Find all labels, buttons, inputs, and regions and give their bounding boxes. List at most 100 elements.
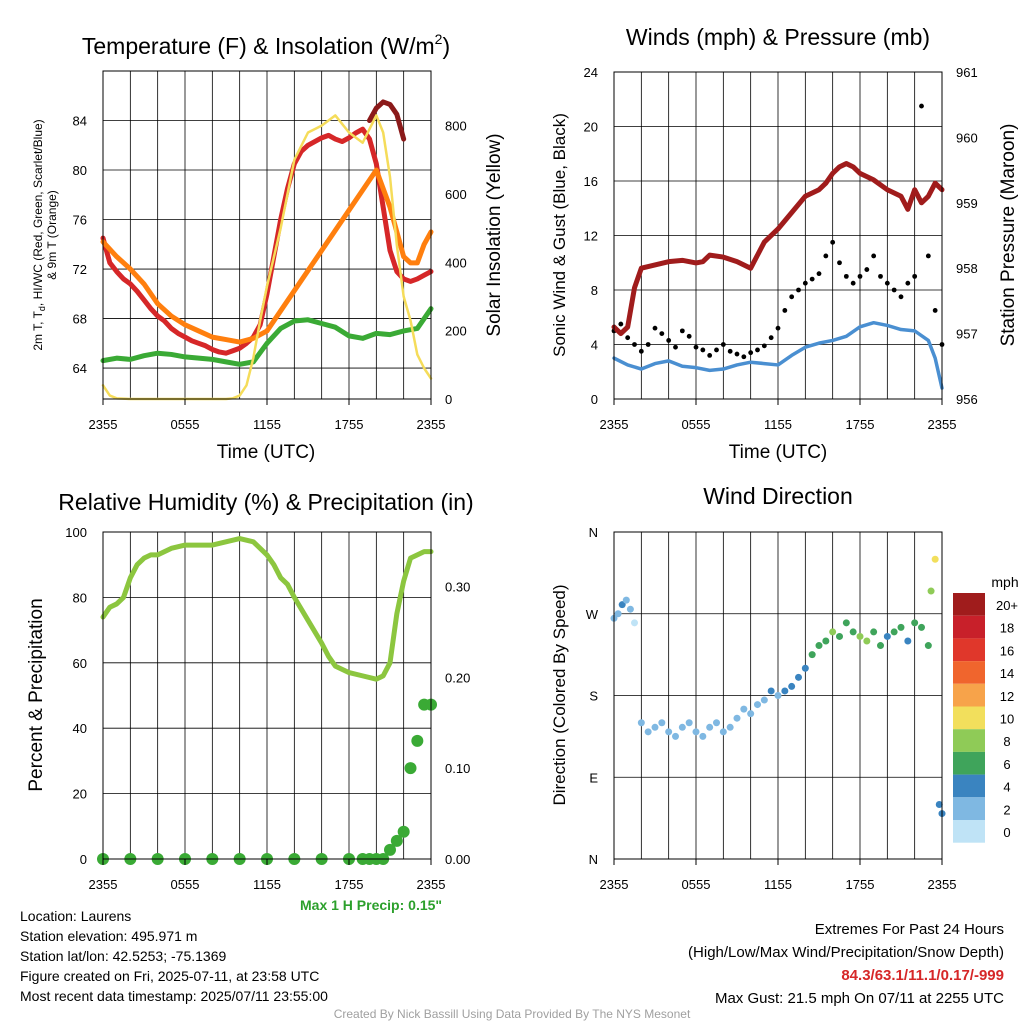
legend-swatch — [953, 774, 985, 798]
winds-left-label: Sonic Wind & Gust (Blue, Black) — [550, 113, 569, 357]
direction-point — [692, 728, 700, 736]
temperature-left-label-2: & 9m T (Orange) — [45, 190, 59, 280]
legend-swatch — [953, 593, 985, 616]
legend-swatch — [953, 683, 985, 707]
speed-legend: 20+ 18 16 14 12 10 8 6 4 2 0 — [953, 593, 1018, 843]
figure-created: Figure created on Fri, 2025-07-11, at 23… — [20, 968, 320, 984]
temperature-panel: Temperature (F) & Insolation (W/m2) 2355… — [31, 31, 505, 463]
direction-point — [931, 555, 939, 563]
x-tick-label: 0555 — [171, 877, 200, 892]
direction-point — [781, 687, 789, 695]
y-tick-label: 16 — [584, 174, 598, 189]
station-latlon: Station lat/lon: 42.5253; -75.1369 — [20, 948, 227, 964]
direction-point — [877, 642, 884, 650]
direction-point — [935, 801, 943, 808]
y-tick-label: 12 — [584, 229, 598, 244]
direction-point — [631, 619, 638, 627]
y-tick-label: 64 — [73, 361, 87, 376]
x-tick-label: 2355 — [89, 877, 118, 892]
direction-point — [754, 701, 761, 709]
direction-point — [685, 719, 693, 727]
y-tick-label: 68 — [73, 312, 87, 327]
direction-point — [658, 719, 666, 727]
data-point — [390, 834, 403, 847]
x-tick-label: 0555 — [682, 417, 711, 432]
winds-panel: Winds (mph) & Pressure (mb) 2355 0555 1155… — [550, 24, 1019, 463]
x-tick-label: 2355 — [600, 417, 629, 432]
data-point — [707, 353, 713, 358]
insolation-right-label: Solar Insolation (Yellow) — [484, 133, 505, 336]
data-point — [638, 348, 644, 354]
extremes-heading: Extremes For Past 24 Hours — [814, 921, 1004, 938]
credit-line: Created By Nick Bassill Using Data Provi… — [333, 1007, 691, 1021]
series-line — [100, 126, 434, 356]
data-point — [625, 335, 631, 341]
legend-swatch — [953, 661, 985, 684]
extremes-block: Extremes For Past 24 Hours (High/Low/Max… — [688, 918, 1004, 1010]
y-tick-label: N — [589, 525, 598, 540]
data-point — [618, 321, 624, 327]
station-location: Location: Laurens — [20, 908, 132, 924]
data-point — [802, 280, 808, 286]
pressure-right-label: Station Pressure (Maroon) — [998, 124, 1019, 347]
legend-label: 18 — [1000, 621, 1014, 636]
legend-swatch — [953, 638, 985, 662]
y-tick-label: N — [589, 852, 598, 867]
legend-label: 16 — [1000, 643, 1014, 658]
data-point — [673, 344, 678, 350]
data-point — [727, 348, 733, 354]
y2-tick-label: 0.20 — [445, 670, 470, 685]
x-tick-label: 1755 — [335, 417, 364, 432]
legend-swatch — [953, 729, 985, 752]
data-point — [789, 294, 795, 300]
direction-point — [856, 632, 864, 640]
data-point — [850, 280, 856, 286]
direction-point — [665, 728, 673, 736]
data-point — [898, 294, 904, 300]
data-point — [679, 328, 685, 334]
direction-point — [918, 623, 925, 631]
direction-point — [767, 687, 775, 695]
y2-tick-label: 961 — [956, 65, 978, 80]
data-point — [823, 253, 829, 259]
direction-title: Wind Direction — [703, 483, 853, 509]
data-point — [843, 273, 849, 279]
extremes-values: 84.3/63.1/11.1/0.17/-999 — [841, 967, 1004, 984]
data-point — [912, 273, 918, 279]
winds-x-label: Time (UTC) — [729, 442, 828, 463]
x-tick-label: 2355 — [928, 417, 957, 432]
data-point — [632, 342, 637, 347]
direction-point — [614, 610, 622, 618]
y2-tick-label: 200 — [445, 324, 467, 339]
data-point — [666, 338, 672, 343]
direction-point — [726, 723, 734, 731]
direction-point — [618, 601, 626, 609]
max-gust: Max Gust: 21.5 mph On 07/11 at 2255 UTC — [714, 990, 1004, 1007]
x-tick-label: 0555 — [171, 417, 200, 432]
data-point — [919, 103, 924, 109]
direction-point — [829, 628, 837, 636]
direction-point — [733, 714, 741, 722]
y2-tick-label: 0.30 — [445, 580, 470, 595]
direction-point — [678, 723, 686, 731]
direction-point — [883, 632, 891, 640]
data-point — [796, 287, 801, 293]
x-tick-label: 2355 — [417, 417, 446, 432]
data-point — [720, 342, 726, 347]
direction-point — [747, 710, 755, 718]
direction-point — [795, 673, 802, 681]
data-point — [782, 308, 788, 313]
direction-point — [904, 637, 912, 645]
x-tick-label: 1155 — [764, 877, 792, 892]
y-tick-label: 100 — [65, 525, 87, 540]
legend-swatch — [953, 751, 985, 775]
direction-point — [626, 605, 634, 613]
data-point — [768, 335, 774, 341]
data-point — [384, 843, 396, 856]
y-tick-label: 72 — [73, 262, 87, 277]
extremes-subheading: (High/Low/Max Wind/Precipitation/Snow De… — [688, 944, 1004, 961]
y-tick-label: 20 — [584, 120, 598, 135]
y2-tick-label: 800 — [445, 119, 467, 134]
direction-point — [849, 628, 857, 636]
y-tick-label: 20 — [73, 787, 87, 802]
